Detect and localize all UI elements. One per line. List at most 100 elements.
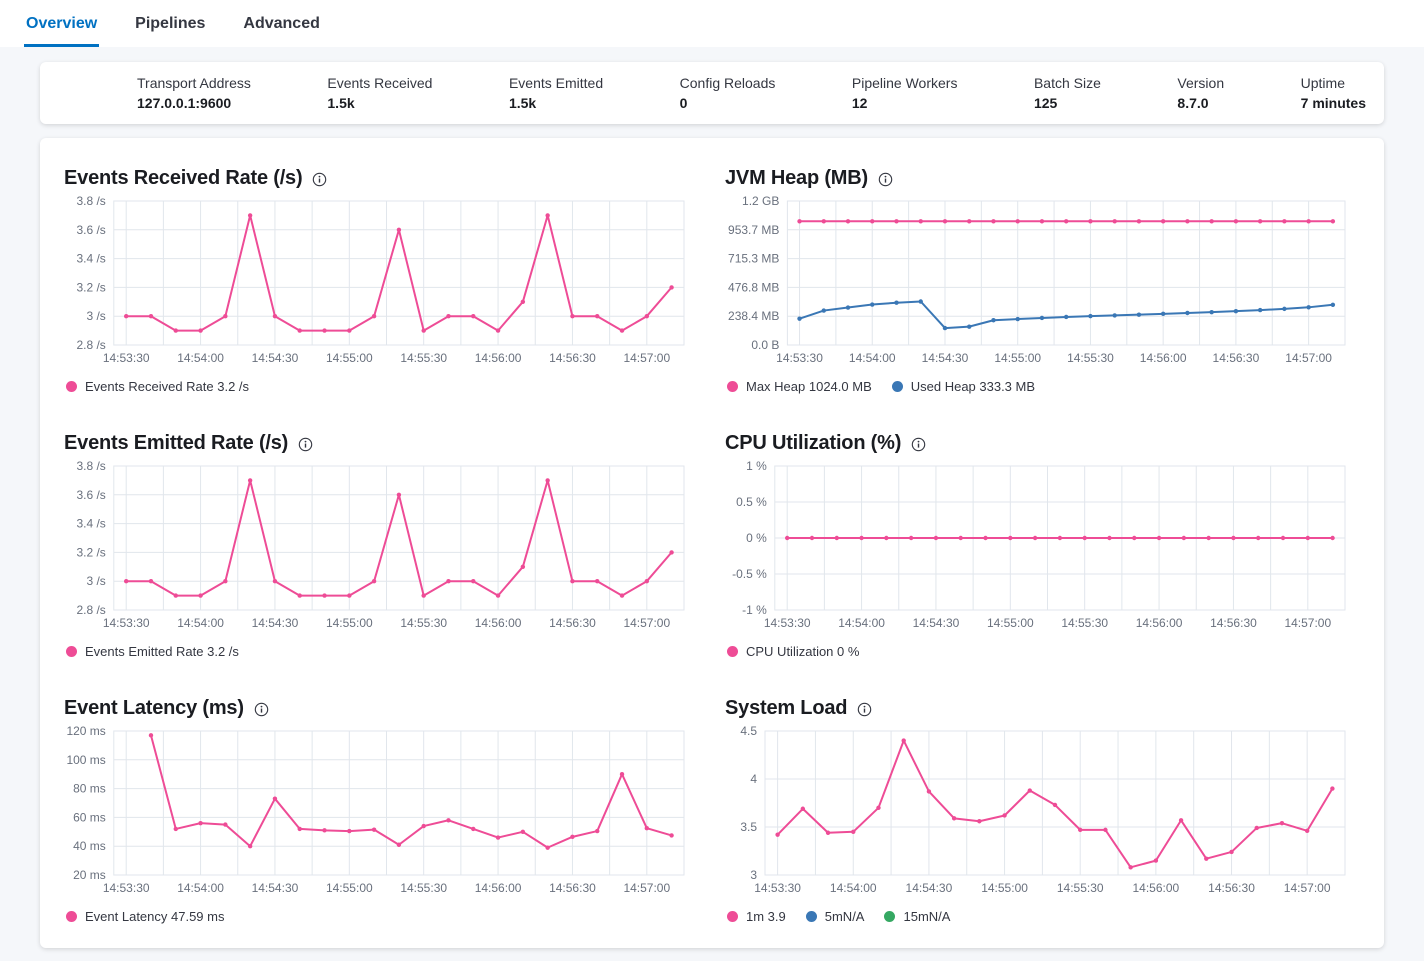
- chart-event-latency-ms: Event Latency (ms) 20 ms 40 ms 60 ms 80 ms 1…: [64, 695, 694, 924]
- svg-text:2.8 /s: 2.8 /s: [76, 603, 105, 617]
- chart-legend: CPU Utilization 0 %: [725, 644, 1355, 659]
- info-circle-icon: [313, 172, 327, 186]
- info-circle-icon: [911, 437, 926, 451]
- legend-label: Max Heap 1024.0 MB: [746, 379, 872, 394]
- info-circle-icon: [858, 702, 872, 716]
- series-dot-icon: [727, 911, 738, 922]
- svg-text:14:56:00: 14:56:00: [475, 881, 522, 895]
- svg-text:14:57:00: 14:57:00: [1285, 351, 1332, 365]
- svg-text:0.5 %: 0.5 %: [736, 495, 767, 509]
- legend-item[interactable]: 1m 3.9: [727, 909, 786, 924]
- legend-item[interactable]: Events Emitted Rate 3.2 /s: [66, 644, 239, 659]
- legend-item[interactable]: Event Latency 47.59 ms: [66, 909, 224, 924]
- chart-legend: Events Received Rate 3.2 /s: [64, 379, 694, 394]
- svg-text:14:55:00: 14:55:00: [326, 616, 373, 630]
- tab-pipelines[interactable]: Pipelines: [135, 14, 206, 32]
- summary-panel: Transport Address 127.0.0.1:9600 Events Re…: [40, 62, 1384, 124]
- svg-text:3.2 /s: 3.2 /s: [76, 545, 105, 559]
- svg-text:14:53:30: 14:53:30: [764, 616, 811, 630]
- info-icon[interactable]: [911, 437, 926, 452]
- chart-header: Events Received Rate (/s): [64, 165, 694, 191]
- svg-text:3.6 /s: 3.6 /s: [76, 223, 105, 237]
- svg-text:100 ms: 100 ms: [66, 753, 105, 767]
- series-dot-icon: [884, 911, 896, 922]
- chart-canvas[interactable]: 3 3.5 4 4.5 14:53:30 14:54:00 14:54:30 14:55:00…: [725, 725, 1355, 901]
- svg-text:14:56:30: 14:56:30: [549, 616, 596, 630]
- svg-text:14:55:00: 14:55:00: [326, 881, 373, 895]
- svg-text:14:55:00: 14:55:00: [994, 351, 1041, 365]
- svg-text:0.0 B: 0.0 B: [751, 338, 779, 352]
- legend-item[interactable]: Used Heap 333.3 MB: [891, 379, 1036, 394]
- svg-text:-0.5 %: -0.5 %: [732, 567, 767, 581]
- stat-value: 1.5k: [508, 95, 537, 111]
- svg-text:14:53:30: 14:53:30: [103, 616, 150, 630]
- svg-text:14:56:30: 14:56:30: [549, 881, 596, 895]
- chart-header: JVM Heap (MB): [725, 165, 1355, 191]
- stat-label: Events Received: [327, 75, 433, 91]
- info-circle-icon: [878, 172, 893, 186]
- chart-system-load: System Load 3 3.5 4 4.5 14:53:30 14:54:00 14:5…: [725, 695, 1355, 924]
- legend-item[interactable]: 5mN/A: [805, 909, 865, 924]
- svg-text:238.4 MB: 238.4 MB: [728, 309, 779, 323]
- stat-label: Uptime: [1300, 75, 1345, 91]
- chart-legend: Max Heap 1024.0 MB Used Heap 333.3 MB: [725, 379, 1355, 394]
- legend-item[interactable]: CPU Utilization 0 %: [727, 644, 859, 659]
- legend-label: 5mN/A: [824, 909, 865, 924]
- stat-batch-size: Batch Size 125: [1034, 75, 1101, 111]
- svg-text:14:54:30: 14:54:30: [252, 881, 299, 895]
- info-icon[interactable]: [254, 702, 269, 717]
- svg-text:14:54:00: 14:54:00: [838, 616, 885, 630]
- legend-label: 15mN/A: [903, 909, 951, 924]
- legend-item[interactable]: 15mN/A: [884, 909, 950, 924]
- chart-canvas[interactable]: -1 % -0.5 % 0 % 0.5 % 1 % 14:53:30 14:54:00 14:…: [725, 460, 1355, 636]
- stat-value: 125: [1033, 95, 1058, 111]
- svg-text:3 /s: 3 /s: [86, 574, 105, 588]
- svg-text:14:57:00: 14:57:00: [623, 881, 670, 895]
- svg-text:3.5: 3.5: [740, 820, 757, 834]
- svg-text:14:55:30: 14:55:30: [1057, 881, 1104, 895]
- chart-canvas[interactable]: 20 ms 40 ms 60 ms 80 ms 100 ms 120 ms 14:53:30…: [64, 725, 694, 901]
- svg-text:14:56:00: 14:56:00: [1133, 881, 1180, 895]
- info-icon[interactable]: [298, 437, 313, 452]
- legend-item[interactable]: Max Heap 1024.0 MB: [727, 379, 872, 394]
- svg-text:14:53:30: 14:53:30: [754, 881, 801, 895]
- info-circle-icon: [298, 437, 313, 451]
- chart-canvas[interactable]: 0.0 B 238.4 MB 476.8 MB 715.3 MB 953.7 MB 1.2…: [725, 195, 1355, 371]
- legend-label: Used Heap 333.3 MB: [910, 379, 1036, 394]
- stat-label: Version: [1177, 75, 1225, 91]
- chart-title: JVM Heap (MB): [725, 166, 868, 189]
- svg-text:14:54:30: 14:54:30: [913, 616, 960, 630]
- info-icon[interactable]: [312, 172, 327, 187]
- series-dot-icon: [66, 381, 77, 392]
- svg-text:14:56:00: 14:56:00: [1136, 616, 1183, 630]
- stat-label: Pipeline Workers: [851, 75, 958, 91]
- svg-text:0 %: 0 %: [746, 531, 767, 545]
- svg-text:14:54:30: 14:54:30: [252, 351, 299, 365]
- svg-text:14:57:00: 14:57:00: [1284, 881, 1331, 895]
- chart-header: System Load: [725, 695, 1355, 721]
- chart-canvas[interactable]: 2.8 /s 3 /s 3.2 /s 3.4 /s 3.6 /s 3.8 /s 14:53:…: [64, 460, 694, 636]
- legend-item[interactable]: Events Received Rate 3.2 /s: [66, 379, 249, 394]
- svg-text:476.8 MB: 476.8 MB: [728, 280, 779, 294]
- chart-legend: Event Latency 47.59 ms: [64, 909, 694, 924]
- chart-events-received-rate-s: Events Received Rate (/s) 2.8 /s 3 /s 3.2 …: [64, 165, 694, 394]
- info-icon[interactable]: [857, 702, 872, 717]
- series-dot-icon: [727, 381, 738, 392]
- tab-overview[interactable]: Overview: [24, 0, 100, 47]
- tab-advanced[interactable]: Advanced: [243, 14, 320, 32]
- stat-value: 7 minutes: [1300, 95, 1366, 111]
- svg-text:14:56:30: 14:56:30: [1208, 881, 1255, 895]
- svg-text:40 ms: 40 ms: [73, 839, 106, 853]
- svg-text:14:53:30: 14:53:30: [776, 351, 823, 365]
- svg-text:14:54:00: 14:54:00: [177, 351, 224, 365]
- svg-text:14:56:00: 14:56:00: [475, 351, 522, 365]
- stat-value: 8.7.0: [1177, 95, 1209, 111]
- info-icon[interactable]: [878, 172, 893, 187]
- svg-text:1.2 GB: 1.2 GB: [742, 195, 779, 208]
- legend-label: Events Emitted Rate 3.2 /s: [85, 644, 239, 659]
- svg-text:14:56:30: 14:56:30: [1213, 351, 1260, 365]
- chart-canvas[interactable]: 2.8 /s 3 /s 3.2 /s 3.4 /s 3.6 /s 3.8 /s 14:53:…: [64, 195, 694, 371]
- svg-text:14:55:00: 14:55:00: [981, 881, 1028, 895]
- chart-cpu-utilization: CPU Utilization (%) -1 % -0.5 % 0 % 0.5 % 1 …: [725, 430, 1355, 659]
- legend-label: CPU Utilization 0 %: [746, 644, 860, 659]
